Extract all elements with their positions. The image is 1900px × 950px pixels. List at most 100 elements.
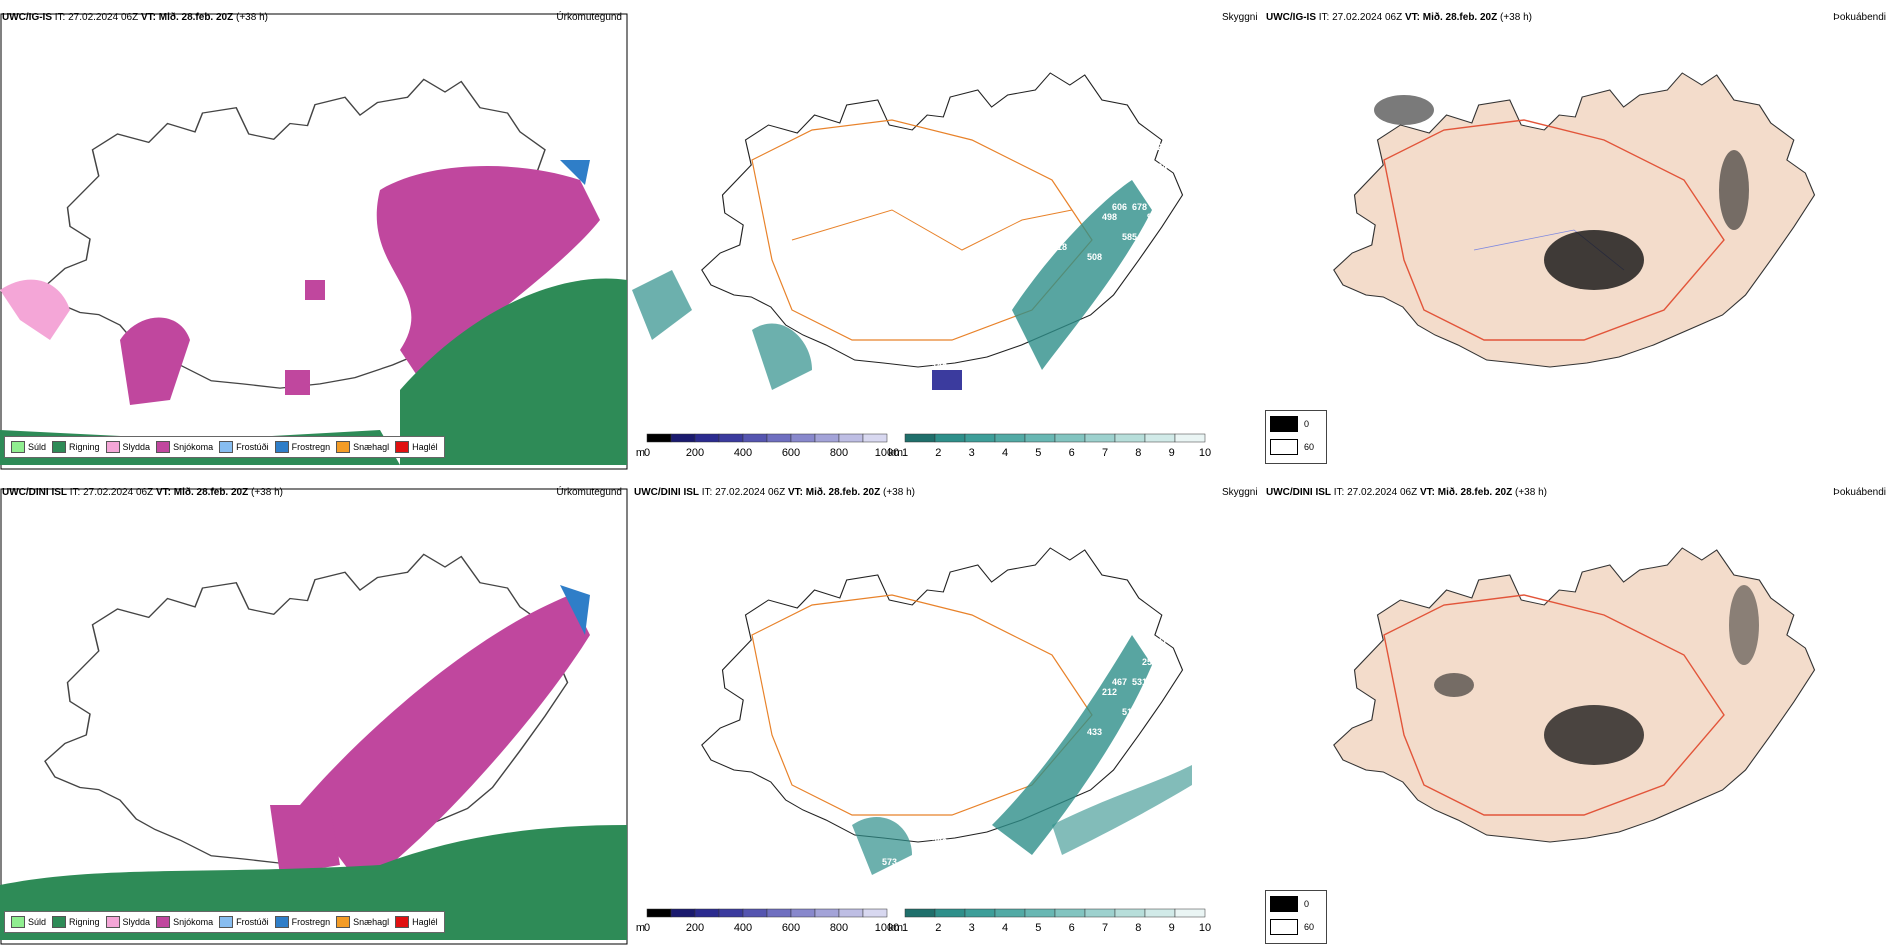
precip-type-panel-row1: UWC/IG-IS IT: 27.02.2024 06Z VT: Mið. 28… (0, 10, 628, 470)
precip-type-panel-row2: UWC/DINI ISL IT: 27.02.2024 06Z VT: Mið.… (0, 485, 628, 945)
legend-swatch (336, 441, 351, 453)
legend-swatch (219, 441, 234, 453)
scale-unit: m (636, 447, 645, 459)
scale-segment (718, 908, 744, 918)
panel-title: Skyggni (1222, 487, 1258, 498)
scale-segment (1144, 908, 1176, 918)
ceiling-label: 212 (1102, 687, 1117, 697)
ceiling-label: 518 (1122, 707, 1137, 717)
scale-unit: km (888, 447, 903, 459)
scale-segment (964, 433, 996, 443)
scale-tick: 600 (782, 922, 800, 934)
legend-item: Rigning (52, 441, 100, 453)
legend-label: Snjókoma (173, 917, 214, 927)
panel-title: Úrkomutegund (556, 487, 622, 498)
scale-tick: 4 (1002, 447, 1008, 459)
scale-tick: 6 (1069, 447, 1075, 459)
scale-tick: 200 (686, 447, 704, 459)
scale-segment (670, 433, 696, 443)
ceiling-label: 201 (1162, 657, 1177, 667)
scale-tick: 1000 (875, 447, 899, 459)
scale-tick: 400 (734, 922, 752, 934)
legend-label: Snæhagl (353, 917, 390, 927)
ceiling-label: 383 (932, 837, 947, 847)
scale-tick: 10 (1199, 447, 1211, 459)
legend-swatch (11, 916, 25, 928)
scale-segment (814, 433, 840, 443)
legend-swatch (274, 441, 289, 453)
scale-segment (742, 433, 768, 443)
legend-label: Slydda (122, 917, 151, 927)
scale-tick: 200 (686, 922, 704, 934)
scale-tick: 5 (1035, 922, 1041, 934)
ceiling-label: 187 (1172, 637, 1187, 647)
legend-item: Snæhagl (336, 441, 389, 453)
ceiling-label: 185 (1187, 617, 1202, 627)
fog-area (1544, 705, 1644, 765)
legend-item: Frostúði (219, 441, 269, 453)
ceiling-label: 253 (1142, 657, 1157, 667)
visibility-map: 439 618 383 573 652 212 433 253 441 467 518 531 201 3… (701, 547, 1202, 875)
fog-scale-row1: 0 60 (1265, 410, 1327, 464)
panel-title: Þokuábendi (1833, 12, 1886, 23)
scale-tick: 1 (902, 447, 908, 459)
legend-item: Frostregn (274, 441, 331, 453)
scale-segment (1054, 908, 1086, 918)
scale-segment (742, 908, 768, 918)
ceiling-label: 318 (1052, 242, 1067, 252)
panel-title: Skyggni (1222, 12, 1258, 23)
scale-segment (790, 433, 816, 443)
scale-segment (646, 433, 672, 443)
scale-tick: 600 (782, 447, 800, 459)
legend-swatch (274, 916, 289, 928)
scale-segment (694, 908, 720, 918)
rain-area (400, 278, 627, 465)
legend-label: Frostregn (291, 442, 331, 452)
legend-label: Frostúði (236, 917, 269, 927)
snow-area (376, 166, 600, 380)
scale-segment (994, 433, 1026, 443)
scale-tick: 7 (1102, 922, 1108, 934)
ceiling-label: 546 (1142, 182, 1157, 192)
legend-item: Slydda (105, 441, 151, 453)
legend-item: Súld (11, 441, 46, 453)
ceiling-label: 382 (1032, 232, 1047, 242)
panel-title: Úrkomutegund (556, 12, 622, 23)
precip-type-map (0, 488, 628, 945)
fog-scale-row2: 0 60 (1265, 890, 1327, 944)
panel-header: UWC/DINI ISL IT: 27.02.2024 06Z VT: Mið.… (2, 487, 283, 498)
scale-tick: 800 (830, 447, 848, 459)
ceiling-label: 415 (1162, 182, 1177, 192)
scale-tick: 0 (644, 922, 650, 934)
snow-area (300, 595, 590, 885)
ceiling-labels: 382 318 125 207 212 498 508 546 684 606 585 678 415 9… (882, 142, 1202, 392)
ceiling-label: 618 (1052, 717, 1067, 727)
ceiling-label: 429 (1152, 142, 1167, 152)
ceiling-label: 585 (1122, 232, 1137, 242)
scale-segment (718, 433, 744, 443)
scale-segment (904, 433, 936, 443)
scale-tick: 3 (969, 922, 975, 934)
ceiling-label: 508 (1087, 252, 1102, 262)
legend-label: Frostúði (236, 442, 269, 452)
legend-label: Súld (28, 917, 47, 927)
legend-swatch (105, 916, 120, 928)
legend-swatch (156, 916, 171, 928)
panel-header: UWC/DINI ISL IT: 27.02.2024 06Z VT: Mið.… (1266, 487, 1547, 498)
legend-item: Snjókoma (156, 441, 213, 453)
ceiling-label: 886 (1187, 142, 1202, 152)
visibility-map: 382 318 125 207 212 498 508 546 684 606 585 678 415 9… (632, 72, 1202, 392)
scale-segment (1024, 433, 1056, 443)
scale-tick: 1 (902, 922, 908, 934)
scale-segment (994, 908, 1026, 918)
scale-tick: 9 (1169, 447, 1175, 459)
scale-segment (934, 433, 966, 443)
scale-segment (934, 908, 966, 918)
scale-segment (1054, 433, 1086, 443)
low-visibility-area (1012, 180, 1152, 370)
scale-segment (1084, 908, 1116, 918)
legend-item: Haglél (395, 441, 438, 453)
legend-swatch (395, 916, 410, 928)
legend-label: Slydda (122, 442, 151, 452)
